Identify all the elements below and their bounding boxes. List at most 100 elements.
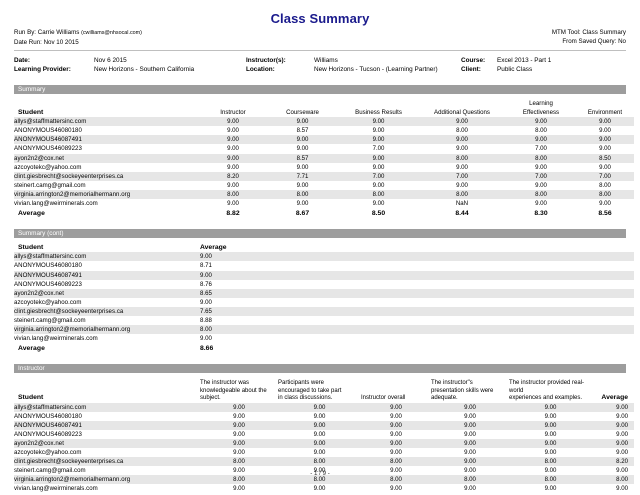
table-row: azcoyotekc@yahoo.com 9.00 9.00 9.00 9.00 9.00… xyxy=(14,448,634,457)
student-email-cell: ANONYMOUS46089223 xyxy=(14,430,82,438)
score-cell: 9.00 xyxy=(227,163,239,171)
location-label: Location: xyxy=(246,66,275,73)
score-cell: 9.00 xyxy=(535,200,547,208)
score-cell: 9.00 xyxy=(200,135,266,145)
meta-instructors-row: Instructor(s): Williams xyxy=(246,56,461,65)
score-cell: 9.00 xyxy=(431,457,509,467)
student-email-cell: ANONYMOUS46087491 xyxy=(14,135,200,145)
score-cell: 8.00 xyxy=(506,153,576,163)
summary-cont-header-row: Student Average xyxy=(14,243,634,252)
score-cell: 9.00 xyxy=(390,430,402,438)
student-email-cell: ayon2n2@cox.net xyxy=(14,153,200,163)
section-header-instructor-label: Instructor xyxy=(18,364,45,372)
score-cell: 8.00 xyxy=(599,181,611,189)
average-cell: 9.00 xyxy=(616,485,628,493)
score-cell: 9.00 xyxy=(464,449,476,457)
score-cell: 7.00 xyxy=(576,171,634,181)
average-cell: 8.71 xyxy=(200,262,212,270)
table-row: steinert.camg@gmail.com 9.00 9.00 9.00 9.00 9… xyxy=(14,181,634,190)
student-email-cell: virginia.arrington2@memorialhermann.org xyxy=(14,325,200,335)
col-participants-l1: Participants were xyxy=(278,380,325,387)
score-cell: 9.00 xyxy=(372,200,385,208)
score-cell: 9.00 xyxy=(227,181,239,189)
average-cell: 8.88 xyxy=(200,316,212,324)
score-cell: 9.00 xyxy=(599,145,611,153)
average-cell: 8.76 xyxy=(200,280,212,288)
score-cell: 9.00 xyxy=(535,181,547,189)
col-real-world: The instructor provided real-world exper… xyxy=(509,380,592,402)
average-cell: 9.00 xyxy=(616,449,628,457)
score-cell: 8.00 xyxy=(509,457,592,467)
average-cell: 9.00 xyxy=(592,402,634,412)
average-score-cell: 8.82 xyxy=(200,208,266,219)
student-email-cell: allys@staffmattersinc.com xyxy=(14,252,200,262)
header-divider xyxy=(14,50,626,51)
filler-cell xyxy=(266,343,634,354)
col-instructor: Instructor xyxy=(220,109,246,117)
score-cell: 8.00 xyxy=(456,127,468,135)
col-presentation-l2: presentation skills were xyxy=(431,387,494,394)
score-cell: 9.00 xyxy=(200,153,266,163)
score-cell: 8.00 xyxy=(278,457,361,467)
average-score-cell: 8.80 xyxy=(200,493,278,495)
average-score-cell: 8.30 xyxy=(506,208,576,219)
average-label-cell: Average xyxy=(14,208,200,219)
score-cell: 9.00 xyxy=(233,467,245,475)
score-cell: 9.00 xyxy=(544,467,557,475)
score-cell: 8.00 xyxy=(200,475,278,485)
filler-cell xyxy=(266,325,634,335)
summary-cont-table-body: allys@staffmattersinc.com 9.00 ANONYMOUS46… xyxy=(14,252,634,354)
score-cell: 9.00 xyxy=(361,420,431,430)
score-cell: 8.00 xyxy=(509,475,592,485)
meta-column-3: Course: Excel 2013 - Part 1 Client: Publ… xyxy=(461,56,611,74)
meta-client-row: Client: Public Class xyxy=(461,65,611,74)
section-header-summary: Summary xyxy=(14,85,626,94)
student-email-cell: vivian.lang@weirminerals.com xyxy=(14,485,98,493)
table-row: vivian.lang@weirminerals.com 9.00 9.00 9.00… xyxy=(14,199,634,208)
filler-cell xyxy=(266,261,634,270)
score-cell: 9.00 xyxy=(233,412,245,420)
score-cell: 8.00 xyxy=(361,457,431,467)
score-cell: NaN xyxy=(455,200,469,208)
score-cell: 9.00 xyxy=(339,135,418,145)
average-cell: 9.00 xyxy=(616,412,628,420)
date-label: Date: xyxy=(14,57,30,64)
average-cell: 9.00 xyxy=(592,438,634,449)
table-row: ayon2n2@cox.net 9.00 9.00 9.00 9.00 9.00 9.00 xyxy=(14,438,634,449)
score-cell: 8.00 xyxy=(266,189,339,200)
table-row: ANONYMOUS46087491 9.00 9.00 9.00 9.00 9.00 9.0… xyxy=(14,420,634,430)
col-instructor-overall: Instructor overall xyxy=(361,380,431,402)
table-row: ANONYMOUS46089223 8.76 xyxy=(14,280,634,289)
score-cell: 9.00 xyxy=(200,117,266,127)
score-cell: 9.00 xyxy=(544,449,557,457)
col-knowledgeable: The instructor was knowledgeable about t… xyxy=(200,380,278,402)
score-cell: 9.00 xyxy=(227,145,239,153)
instructor-table-body: allys@staffmattersinc.com 9.00 9.00 9.00 9.0… xyxy=(14,402,634,495)
table-row: ANONYMOUS46089223 9.00 9.00 7.00 9.00 7.00 9.0… xyxy=(14,144,634,153)
score-cell: 8.00 xyxy=(418,189,506,200)
average-cell: 7.65 xyxy=(200,306,266,316)
score-cell: 9.00 xyxy=(544,485,557,493)
instructor-table: Student The instructor was knowledgeable… xyxy=(14,380,634,495)
student-email-cell: vivian.lang@weirminerals.com xyxy=(14,200,98,208)
score-cell: 8.57 xyxy=(266,153,339,163)
summary-table: Student Instructor Courseware Business R… xyxy=(14,99,634,219)
summary-cont-table: Student Average allys@staffmattersinc.co… xyxy=(14,243,634,354)
average-cell: 8.00 xyxy=(592,475,634,485)
score-cell: 9.00 xyxy=(431,438,509,449)
student-email-cell: ayon2n2@cox.net xyxy=(14,438,200,449)
score-cell: 9.00 xyxy=(599,127,611,135)
meta-column-1: Date: Nov 6 2015 Learning Provider: New … xyxy=(14,56,246,74)
table-row: virginia.arrington2@memorialhermann.org 8… xyxy=(14,325,634,335)
score-cell: 9.00 xyxy=(456,181,468,189)
student-email-cell: azcoyotekc@yahoo.com xyxy=(14,449,82,457)
section-header-summary-label: Summary xyxy=(18,85,46,93)
score-cell: 8.00 xyxy=(200,457,278,467)
score-cell: 9.00 xyxy=(313,485,326,493)
average-score-cell: 8.90 xyxy=(431,493,509,495)
score-cell: 9.00 xyxy=(372,163,385,171)
mtm-tool-line: MTM Tool: Class Summary xyxy=(551,29,626,36)
table-row: allys@staffmattersinc.com 9.00 9.00 9.00 9.0… xyxy=(14,117,634,127)
table-row: allys@staffmattersinc.com 9.00 9.00 9.00 9.0… xyxy=(14,402,634,412)
